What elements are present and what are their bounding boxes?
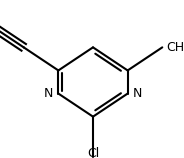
Text: N: N [133, 87, 142, 100]
Text: Cl: Cl [87, 147, 99, 158]
Text: N: N [44, 87, 53, 100]
Text: CH₃: CH₃ [166, 41, 184, 54]
